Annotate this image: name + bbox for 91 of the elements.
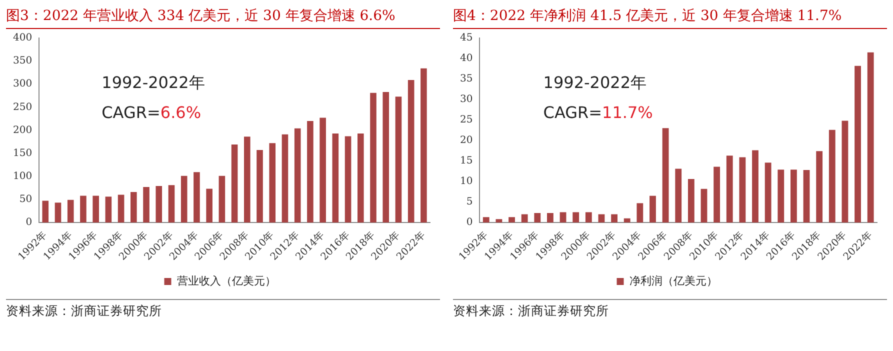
bar [675, 168, 682, 222]
y-tick-label: 25 [460, 114, 473, 126]
y-tick-label: 45 [460, 32, 473, 44]
bar [130, 192, 137, 222]
bar [803, 170, 810, 222]
bar [344, 136, 352, 222]
bar [752, 150, 758, 222]
chart-title: 图3：2022 年营业收入 334 亿美元，近 30 年复合增速 6.6% [6, 4, 440, 29]
bar [231, 144, 238, 222]
bar [842, 120, 848, 222]
y-tick-label: 15 [460, 156, 473, 167]
bar [92, 196, 99, 222]
bar [180, 176, 188, 222]
y-tick-label: 30 [460, 94, 473, 106]
y-tick-label: 200 [12, 124, 32, 136]
bar [67, 200, 74, 222]
bar [662, 128, 669, 222]
annotation: CAGR=6.6% [102, 103, 202, 122]
bar [332, 133, 339, 222]
annotation: CAGR=11.7% [543, 103, 653, 122]
bar [726, 156, 733, 222]
bar [688, 179, 694, 222]
bar [714, 166, 720, 222]
chart-title: 图4：2022 年净利润 41.5 亿美元，近 30 年复合增速 11.7% [453, 4, 887, 29]
y-tick-label: 400 [12, 32, 32, 44]
bar [521, 214, 528, 222]
bar [80, 196, 86, 222]
bar [307, 121, 314, 222]
legend-label: 净利润（亿美元） [629, 274, 718, 288]
bar [700, 188, 708, 222]
bar [611, 214, 618, 222]
bar [105, 196, 112, 222]
bar [382, 92, 390, 222]
bar [636, 203, 644, 222]
y-tick-label: 10 [460, 176, 473, 188]
bar [572, 212, 580, 222]
bar [496, 219, 502, 222]
y-tick-label: 300 [12, 78, 32, 90]
bar [320, 118, 326, 222]
y-tick-label: 5 [466, 196, 473, 208]
bar [828, 130, 836, 222]
bar [42, 200, 49, 222]
y-tick-label: 50 [19, 194, 32, 205]
bar [244, 136, 250, 222]
bar [357, 133, 364, 222]
text: 资料来源：浙商证券研究所 [453, 299, 887, 322]
bar [206, 188, 212, 222]
bar [118, 194, 124, 222]
bar [598, 214, 605, 222]
annotation: 1992-2022年 [543, 73, 647, 92]
bar [560, 212, 566, 222]
bar [816, 151, 823, 222]
legend-label: 营业收入（亿美元） [176, 274, 276, 288]
bar [269, 143, 276, 222]
annotation: 1992-2022年 [102, 73, 205, 92]
bar [764, 162, 772, 222]
bar [395, 96, 402, 222]
bar [739, 157, 746, 222]
bar [54, 202, 62, 222]
y-tick-label: 40 [460, 53, 473, 64]
bar [624, 218, 630, 222]
bar [218, 176, 226, 222]
bar [156, 186, 162, 222]
bar [420, 68, 427, 222]
y-tick-label: 0 [466, 217, 473, 228]
bar [547, 213, 554, 222]
bar [508, 217, 515, 222]
bar [867, 52, 874, 222]
bar [778, 170, 784, 222]
y-tick-label: 100 [12, 170, 32, 182]
bar [585, 212, 592, 222]
bar [143, 186, 150, 222]
bar [256, 150, 263, 222]
bar [790, 170, 797, 222]
bar [650, 196, 656, 222]
y-tick-label: 0 [26, 217, 32, 228]
text: 资料来源：浙商证券研究所 [6, 299, 440, 322]
y-tick-label: 20 [460, 135, 473, 146]
bar [408, 80, 414, 222]
bar [282, 134, 288, 222]
bar [370, 92, 376, 222]
bar [854, 66, 861, 222]
bar [194, 172, 200, 222]
bar [168, 185, 175, 222]
bar [482, 217, 490, 222]
y-tick-label: 35 [460, 74, 473, 85]
bar [294, 128, 301, 222]
y-tick-label: 150 [12, 148, 32, 159]
y-tick-label: 250 [12, 102, 32, 113]
y-tick-label: 350 [12, 56, 32, 67]
bar [534, 213, 541, 222]
